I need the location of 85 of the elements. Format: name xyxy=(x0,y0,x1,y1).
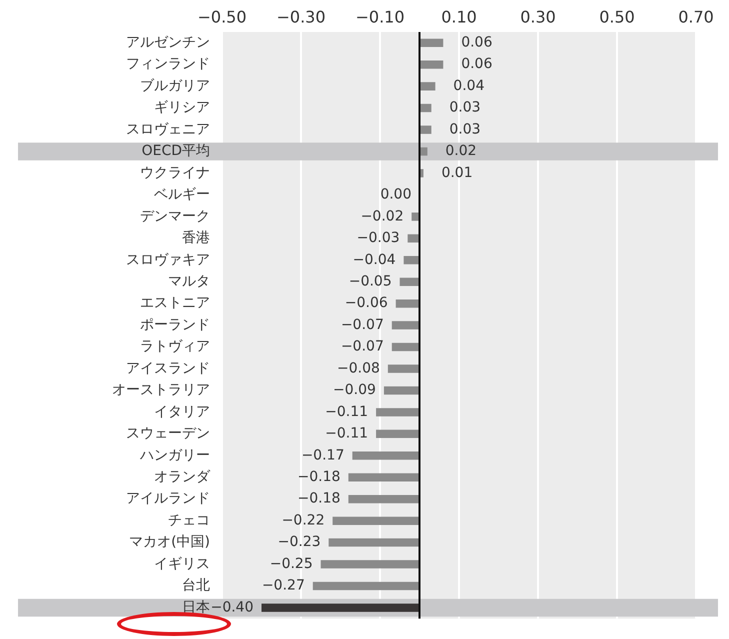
bar xyxy=(420,60,444,69)
bar xyxy=(376,408,420,416)
y-tick-label: イタリア xyxy=(154,404,210,420)
data-label: −0.40 xyxy=(210,599,254,616)
data-label: 0.04 xyxy=(453,78,485,94)
data-label: −0.06 xyxy=(344,295,388,312)
data-label: 0.02 xyxy=(445,143,477,160)
data-label: 0.00 xyxy=(380,186,412,203)
data-label: 0.01 xyxy=(441,164,473,181)
x-tick-label: 0.70 xyxy=(678,8,714,27)
y-tick-label: ラトヴィア xyxy=(140,338,210,355)
y-tick-label: オランダ xyxy=(154,469,211,486)
y-tick-label: チェコ xyxy=(168,512,210,528)
y-tick-label: スロヴァキア xyxy=(126,252,210,268)
data-label: 0.06 xyxy=(461,34,492,51)
y-tick-label: イギリス xyxy=(154,556,210,572)
data-label: −0.02 xyxy=(360,208,404,224)
y-tick-label: ベルギー xyxy=(154,186,210,203)
data-label: −0.25 xyxy=(270,556,313,572)
y-tick-label: マカオ(中国) xyxy=(129,534,210,550)
data-label: −0.11 xyxy=(325,426,368,442)
x-tick-label: −0.50 xyxy=(197,8,247,27)
data-label: −0.22 xyxy=(282,512,325,528)
y-tick-label: デンマーク xyxy=(140,208,210,224)
data-label: −0.27 xyxy=(262,578,305,594)
data-label: −0.04 xyxy=(352,252,396,268)
x-tick-label: 0.10 xyxy=(441,8,477,27)
bar xyxy=(348,494,420,504)
bar xyxy=(384,386,420,395)
y-tick-label: ブルガリア xyxy=(140,78,210,94)
bar xyxy=(312,582,420,590)
y-tick-label: スロヴェニア xyxy=(126,121,210,138)
bar xyxy=(412,212,420,221)
bar xyxy=(420,104,432,112)
y-tick-label: アルゼンチン xyxy=(126,34,210,51)
bar xyxy=(392,342,420,352)
bar xyxy=(348,473,420,482)
bar xyxy=(420,126,432,134)
data-label: −0.09 xyxy=(333,382,376,398)
y-tick-label: アイルランド xyxy=(126,490,210,507)
y-tick-label: アイスランド xyxy=(126,360,210,376)
x-tick-label: 0.50 xyxy=(599,8,635,27)
data-label: −0.11 xyxy=(325,404,368,420)
y-tick-label: オーストラリア xyxy=(112,382,210,398)
bar xyxy=(262,604,420,612)
data-label: −0.18 xyxy=(297,490,340,507)
bar xyxy=(420,82,436,90)
bar xyxy=(404,256,420,264)
bar xyxy=(400,278,420,286)
bar xyxy=(408,234,420,243)
y-tick-label: ギリシア xyxy=(154,100,210,116)
bar xyxy=(376,430,420,438)
data-label: 0.03 xyxy=(449,100,481,116)
bar xyxy=(352,452,420,460)
data-label: −0.08 xyxy=(336,360,380,376)
y-tick-label: ハンガリー xyxy=(139,447,210,464)
data-label: −0.18 xyxy=(297,469,340,486)
bar xyxy=(420,38,444,47)
y-tick-label: エストニア xyxy=(140,295,210,312)
bar xyxy=(388,364,420,373)
data-label: 0.03 xyxy=(449,121,481,138)
y-tick-label: 日本 xyxy=(182,599,210,616)
bar xyxy=(332,516,420,525)
data-label: −0.23 xyxy=(278,534,321,550)
y-tick-label: フィンランド xyxy=(126,56,210,72)
data-label: −0.07 xyxy=(340,316,384,333)
y-tick-label: 香港 xyxy=(182,230,210,246)
y-tick-label: OECD平均 xyxy=(142,143,210,160)
x-tick-label: −0.30 xyxy=(276,8,326,27)
x-tick-label: −0.10 xyxy=(355,8,405,27)
y-tick-label: ポーランド xyxy=(140,316,210,333)
data-label: 0.06 xyxy=(461,56,492,72)
bar xyxy=(396,299,420,308)
y-tick-label: 台北 xyxy=(182,578,210,594)
bar xyxy=(328,538,420,547)
y-tick-label: ウクライナ xyxy=(140,164,210,181)
data-label: −0.05 xyxy=(348,273,392,290)
y-tick-label: スウェーデン xyxy=(126,426,210,442)
data-label: −0.07 xyxy=(340,338,384,355)
bar xyxy=(392,321,420,330)
data-label: −0.17 xyxy=(301,447,344,464)
y-tick-label: マルタ xyxy=(168,273,210,290)
x-tick-label: 0.30 xyxy=(520,8,556,27)
bar xyxy=(320,560,420,568)
data-label: −0.03 xyxy=(356,230,400,246)
